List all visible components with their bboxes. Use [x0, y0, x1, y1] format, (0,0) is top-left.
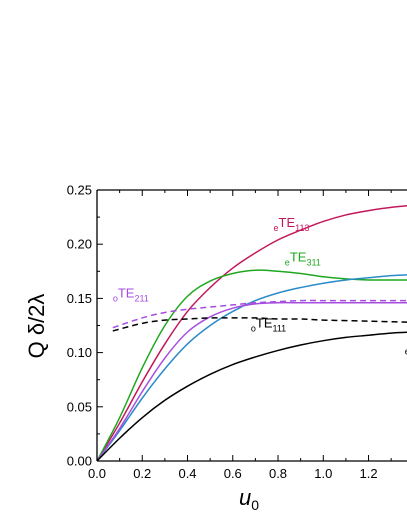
curve-label: oTE211	[113, 285, 149, 303]
x-tick-label: 1.2	[359, 466, 377, 481]
y-axis-title: Q δ/2λ	[24, 294, 49, 359]
series-line-eTE113	[97, 205, 407, 461]
curve-label: eT	[405, 338, 407, 356]
x-axis-title: u0	[239, 485, 259, 513]
y-tick-label: 0.20	[67, 237, 92, 252]
x-tick-label: 0.2	[133, 466, 151, 481]
x-axis-title-sub: 0	[251, 497, 259, 513]
x-tick-label: 0.4	[178, 466, 196, 481]
series-line-eTE311	[97, 269, 407, 461]
x-axis-title-main: u	[239, 485, 251, 510]
ticks: 0.0 0.2 0.4 0.6 0.8 1.0 1.2 0.00 0.05 0.10 0.15 0.2…	[67, 183, 392, 481]
series-line-blue	[97, 274, 407, 461]
series-line-oTE111-dashed	[112, 317, 407, 332]
y-tick-label: 0.05	[67, 399, 92, 414]
series-line-eTE-black	[97, 331, 407, 461]
curve-label: eTE113	[273, 215, 309, 233]
y-tick-label: 0.00	[67, 454, 92, 469]
curve-label: oTE111	[251, 316, 286, 334]
y-tick-label: 0.10	[67, 345, 92, 360]
x-tick-label: 0.6	[224, 466, 242, 481]
series-line-oTE211-dashed	[112, 299, 407, 329]
x-tick-label: 1.0	[314, 466, 332, 481]
series-line-oTE211	[97, 301, 407, 461]
y-tick-label: 0.25	[67, 183, 92, 198]
curves	[97, 205, 407, 461]
x-tick-label: 0.0	[88, 466, 106, 481]
curve-label: eTE311	[285, 250, 321, 268]
x-tick-label: 0.8	[269, 466, 287, 481]
y-tick-label: 0.15	[67, 291, 92, 306]
curve-labels: eTE113 eTE311 oTE211 oTE111 eT	[113, 215, 407, 357]
